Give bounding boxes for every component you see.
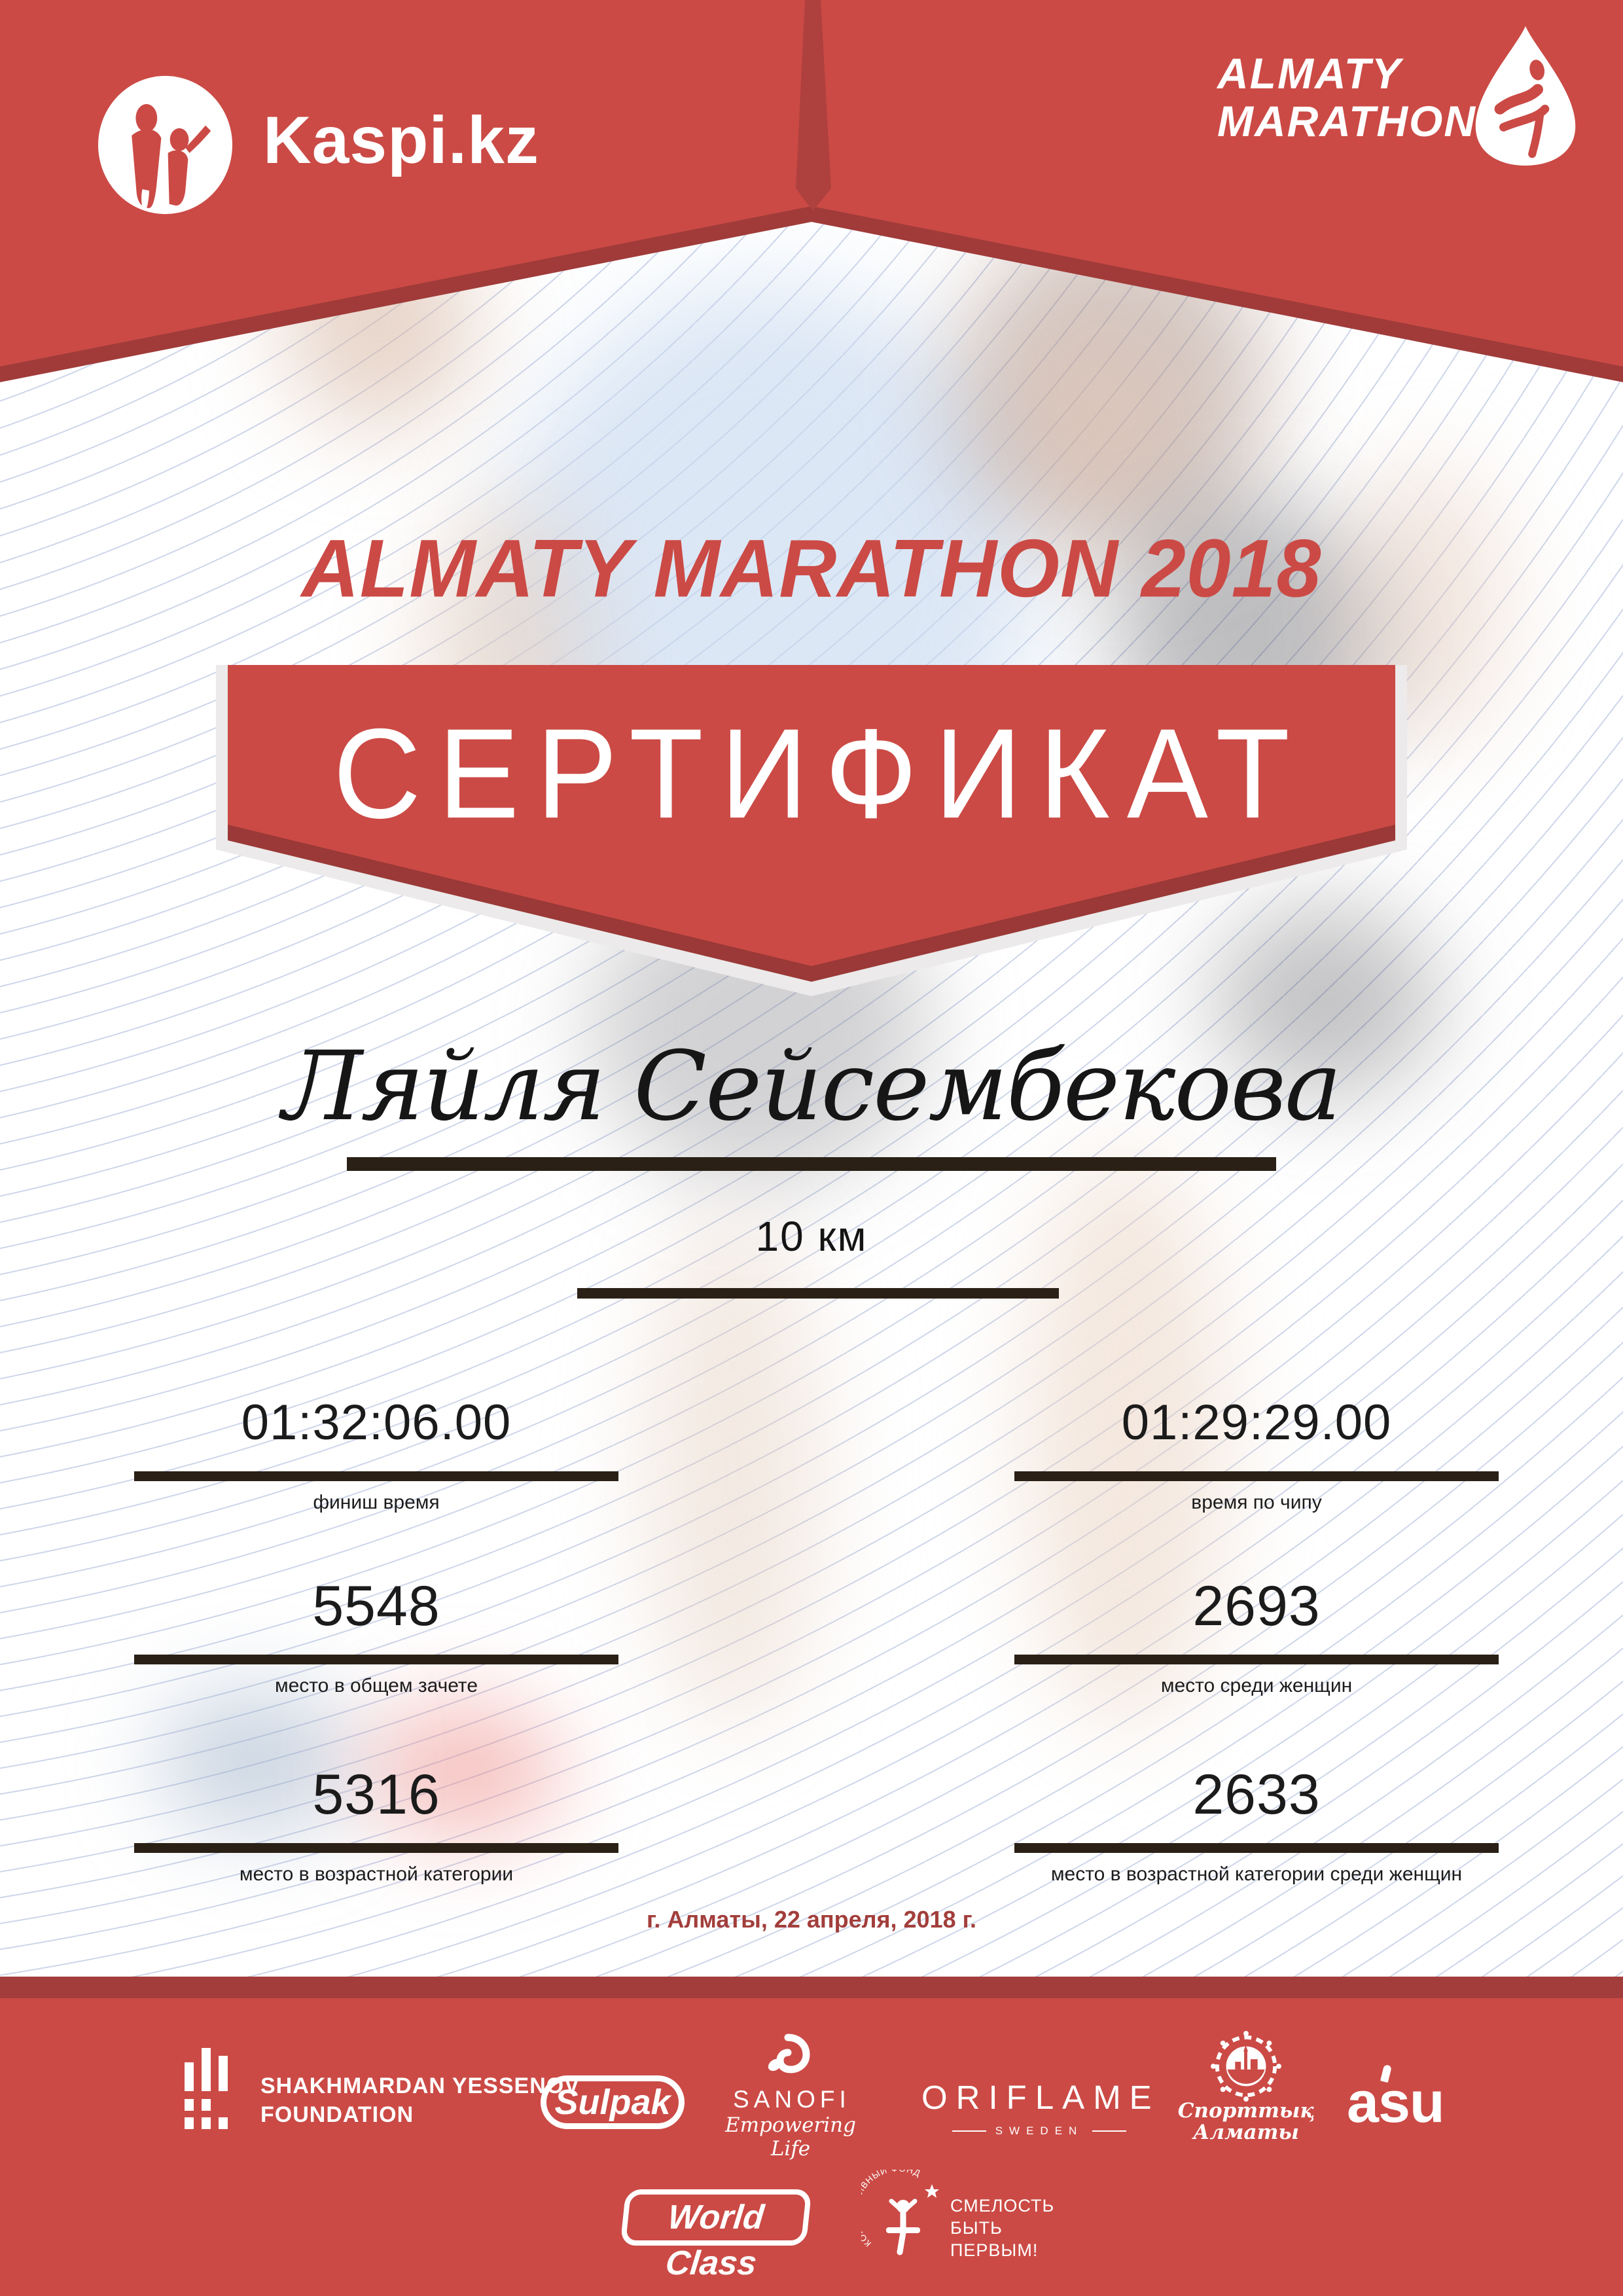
courage-fund-icon: КОРПОРАТИВНЫЙ ФОНД (861, 2170, 939, 2255)
stat-value: 01:32:06.00 (241, 1395, 512, 1450)
yessenov-foundation-icon (185, 2048, 228, 2129)
stat-underline (1014, 1843, 1499, 1853)
sulpak-logo: Sulpak (541, 2075, 685, 2129)
stat-label: время по чипу (1191, 1492, 1322, 1513)
distance-underline (577, 1288, 1059, 1299)
almaty-marathon-logo-icon (1475, 26, 1576, 166)
participant-name: Ляйля Сейсембекова (282, 1031, 1342, 1142)
oriflame-country: SWEDEN (921, 2125, 1157, 2138)
stat-underline (134, 1843, 618, 1853)
yessenov-foundation-label: SHAKHMARDAN YESSENOV FOUNDATION (260, 2072, 580, 2129)
stat-overall-place: 5548 место в общем зачете (134, 1575, 618, 1697)
stat-value: 5316 (312, 1763, 440, 1826)
yessenov-line1: SHAKHMARDAN YESSENOV (260, 2073, 580, 2098)
svg-text:КОРПОРАТИВНЫЙ ФОНД: КОРПОРАТИВНЫЙ ФОНД (861, 2170, 922, 2249)
oriflame-logo: ORIFLAME SWEDEN (921, 2078, 1157, 2138)
photo-blob (1021, 1145, 1230, 1734)
sanofi-icon (768, 2034, 810, 2073)
sanofi-wordmark: SANOFI (733, 2086, 851, 2113)
photo-blob (1211, 903, 1440, 1100)
sporttyq-almaty-label: Спорттық Алматы (1173, 2100, 1319, 2144)
stat-label: место среди женщин (1160, 1675, 1353, 1696)
stat-label: место в возрастной категории (239, 1863, 514, 1885)
fund-arc-text: КОРПОРАТИВНЫЙ ФОНД (861, 2170, 921, 2249)
world-class-logo: World Class (620, 2189, 812, 2282)
stat-finish-time: 01:32:06.00 финиш время (134, 1391, 618, 1514)
asu-part2: su (1378, 2070, 1445, 2134)
stat-value: 5548 (312, 1575, 440, 1638)
almaty-marathon-line1: ALMATY (1217, 49, 1402, 98)
courage-fund-label: СМЕЛОСТЬ БЫТЬ ПЕРВЫМ! (950, 2195, 1054, 2261)
stat-value: 01:29:29.00 (1121, 1395, 1392, 1450)
photo-blob (157, 1689, 353, 1833)
photo-blob (1021, 340, 1165, 511)
fund-line1: СМЕЛОСТЬ (950, 2196, 1055, 2215)
race-distance: 10 км (755, 1213, 868, 1260)
sporttyq-almaty-icon (1211, 2031, 1281, 2102)
certificate-label: СЕРТИФИКАТ (333, 702, 1307, 846)
stat-age-category-women-place: 2633 место в возрастной категории среди … (1014, 1763, 1499, 1886)
stat-women-place: 2693 место среди женщин (1014, 1575, 1499, 1697)
stat-value: 2693 (1192, 1575, 1321, 1638)
oriflame-wordmark: ORIFLAME (921, 2079, 1160, 2116)
stat-underline (1014, 1655, 1499, 1664)
stat-label: место в возрастной категории среди женщи… (1050, 1863, 1463, 1885)
footer-accent-strip (0, 1977, 1623, 1998)
kaspi-wordmark: Kaspi.kz (263, 103, 539, 177)
fund-line2: БЫТЬ (950, 2218, 1003, 2238)
stat-label: финиш время (313, 1492, 440, 1513)
sanofi-tagline: Empowering Life (725, 2113, 856, 2161)
event-date: г. Алматы, 22 апреля, 2018 г. (647, 1906, 976, 1933)
stat-underline (134, 1655, 618, 1664)
stat-underline (1014, 1471, 1499, 1481)
stat-age-category-place: 5316 место в возрастной категории (134, 1763, 618, 1886)
almaty-marathon-wordmark: ALMATY MARATHON (1217, 50, 1476, 145)
sporttyq-line1: Спорттық (1177, 2099, 1315, 2123)
photo-blob (366, 1702, 563, 1839)
event-title: ALMATY MARATHON 2018 (301, 522, 1322, 615)
footer-sponsors: SHAKHMARDAN YESSENOV FOUNDATION Sulpak S… (0, 1998, 1623, 2296)
kaspi-logo-icon (98, 76, 232, 215)
almaty-marathon-line2: MARATHON (1217, 97, 1477, 145)
asu-logo: a su (1347, 2064, 1445, 2136)
stat-underline (134, 1471, 618, 1481)
sporttyq-line2: Алматы (1193, 2121, 1299, 2144)
stat-chip-time: 01:29:29.00 время по чипу (1014, 1391, 1499, 1514)
stat-value: 2633 (1192, 1763, 1321, 1826)
name-underline (347, 1157, 1276, 1171)
stat-label: место в общем зачете (274, 1675, 478, 1696)
yessenov-line2: FOUNDATION (260, 2102, 414, 2127)
asu-part1: a (1347, 2070, 1379, 2134)
fund-line3: ПЕРВЫМ! (950, 2240, 1039, 2260)
